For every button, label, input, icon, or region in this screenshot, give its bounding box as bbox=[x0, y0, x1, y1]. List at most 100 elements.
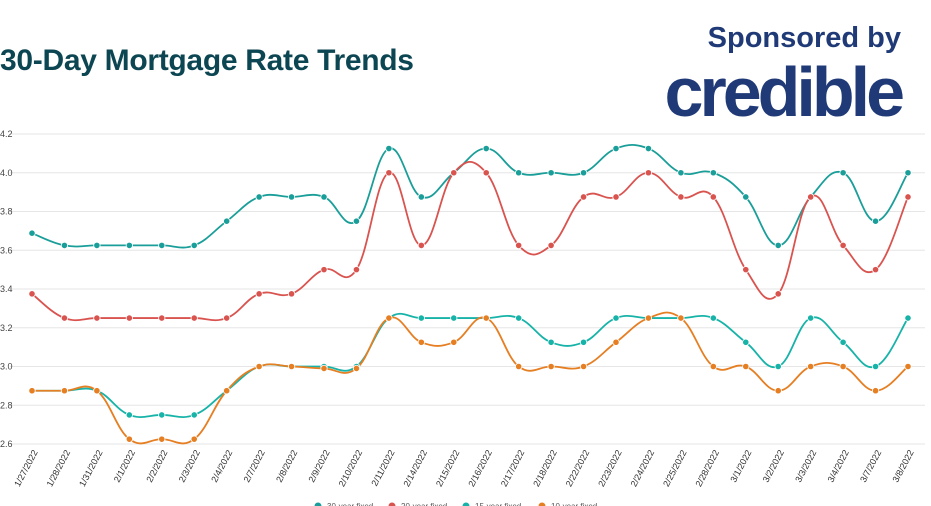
data-point[interactable] bbox=[612, 193, 620, 201]
data-point[interactable] bbox=[612, 144, 620, 153]
data-point[interactable] bbox=[125, 241, 133, 250]
legend-item[interactable]: 15-year fixed bbox=[462, 502, 522, 506]
data-point[interactable] bbox=[158, 314, 166, 322]
data-point[interactable] bbox=[125, 411, 133, 419]
data-point[interactable] bbox=[255, 362, 263, 371]
data-point[interactable] bbox=[93, 387, 101, 395]
data-point[interactable] bbox=[450, 314, 458, 322]
data-point[interactable] bbox=[385, 169, 393, 177]
data-point[interactable] bbox=[352, 217, 361, 225]
data-point[interactable] bbox=[807, 362, 815, 371]
data-point[interactable] bbox=[839, 362, 847, 371]
data-point[interactable] bbox=[320, 364, 328, 373]
data-point[interactable] bbox=[904, 193, 912, 201]
data-point[interactable] bbox=[417, 338, 425, 346]
data-point[interactable] bbox=[677, 169, 685, 177]
data-point[interactable] bbox=[579, 193, 588, 201]
data-point[interactable] bbox=[807, 193, 815, 201]
data-point[interactable] bbox=[515, 314, 523, 322]
data-point[interactable] bbox=[742, 193, 750, 201]
data-point[interactable] bbox=[385, 314, 393, 322]
data-point[interactable] bbox=[644, 169, 653, 177]
data-point[interactable] bbox=[450, 338, 458, 346]
data-point[interactable] bbox=[677, 193, 685, 201]
data-point[interactable] bbox=[579, 169, 588, 177]
data-point[interactable] bbox=[190, 241, 198, 250]
data-point[interactable] bbox=[612, 338, 620, 346]
data-point[interactable] bbox=[158, 411, 166, 419]
legend-item[interactable]: 30-year fixed bbox=[314, 502, 374, 506]
data-point[interactable] bbox=[352, 266, 361, 274]
data-point[interactable] bbox=[60, 387, 69, 395]
data-point[interactable] bbox=[871, 387, 880, 395]
data-point[interactable] bbox=[612, 314, 620, 322]
data-point[interactable] bbox=[482, 169, 490, 177]
data-point[interactable] bbox=[385, 144, 393, 153]
data-point[interactable] bbox=[709, 362, 717, 371]
data-point[interactable] bbox=[579, 338, 588, 346]
data-point[interactable] bbox=[547, 241, 555, 250]
data-point[interactable] bbox=[320, 266, 328, 274]
data-point[interactable] bbox=[190, 314, 198, 322]
data-point[interactable] bbox=[60, 314, 69, 322]
data-point[interactable] bbox=[644, 144, 653, 153]
data-point[interactable] bbox=[839, 338, 847, 346]
data-point[interactable] bbox=[28, 229, 36, 237]
data-point[interactable] bbox=[190, 411, 198, 419]
data-point[interactable] bbox=[125, 314, 133, 322]
brand-logo[interactable]: credible bbox=[664, 53, 905, 131]
data-point[interactable] bbox=[93, 314, 101, 322]
data-point[interactable] bbox=[125, 435, 133, 443]
data-point[interactable] bbox=[839, 241, 847, 250]
data-point[interactable] bbox=[742, 266, 750, 274]
data-point[interactable] bbox=[871, 217, 880, 225]
data-point[interactable] bbox=[223, 217, 231, 225]
data-point[interactable] bbox=[417, 241, 425, 250]
data-point[interactable] bbox=[774, 362, 782, 371]
legend-item[interactable]: 10-year fixed bbox=[538, 502, 598, 506]
data-point[interactable] bbox=[547, 169, 555, 177]
data-point[interactable] bbox=[482, 314, 490, 322]
data-point[interactable] bbox=[774, 241, 782, 250]
data-point[interactable] bbox=[417, 193, 425, 201]
data-point[interactable] bbox=[158, 241, 166, 250]
data-point[interactable] bbox=[60, 241, 69, 250]
data-point[interactable] bbox=[223, 314, 231, 322]
data-point[interactable] bbox=[774, 387, 782, 395]
data-point[interactable] bbox=[287, 362, 296, 371]
data-point[interactable] bbox=[515, 362, 523, 371]
data-point[interactable] bbox=[547, 338, 555, 346]
data-point[interactable] bbox=[158, 435, 166, 443]
data-point[interactable] bbox=[742, 362, 750, 371]
data-point[interactable] bbox=[515, 241, 523, 250]
data-point[interactable] bbox=[904, 314, 912, 322]
data-point[interactable] bbox=[352, 364, 361, 373]
data-point[interactable] bbox=[190, 435, 198, 443]
data-point[interactable] bbox=[677, 314, 685, 322]
data-point[interactable] bbox=[904, 169, 912, 177]
data-point[interactable] bbox=[482, 144, 490, 153]
data-point[interactable] bbox=[255, 193, 263, 201]
data-point[interactable] bbox=[417, 314, 425, 322]
data-point[interactable] bbox=[709, 314, 717, 322]
data-point[interactable] bbox=[515, 169, 523, 177]
data-point[interactable] bbox=[28, 290, 36, 298]
data-point[interactable] bbox=[93, 241, 101, 250]
data-point[interactable] bbox=[450, 169, 458, 177]
data-point[interactable] bbox=[579, 362, 588, 371]
data-point[interactable] bbox=[547, 362, 555, 371]
data-point[interactable] bbox=[839, 169, 847, 177]
data-point[interactable] bbox=[320, 193, 328, 201]
data-point[interactable] bbox=[709, 169, 717, 177]
data-point[interactable] bbox=[223, 387, 231, 395]
data-point[interactable] bbox=[904, 362, 912, 371]
data-point[interactable] bbox=[774, 290, 782, 298]
data-point[interactable] bbox=[742, 338, 750, 346]
data-point[interactable] bbox=[287, 290, 296, 298]
data-point[interactable] bbox=[255, 290, 263, 298]
data-point[interactable] bbox=[871, 362, 880, 371]
data-point[interactable] bbox=[807, 314, 815, 322]
data-point[interactable] bbox=[287, 193, 296, 201]
data-point[interactable] bbox=[28, 387, 36, 395]
data-point[interactable] bbox=[644, 314, 653, 322]
